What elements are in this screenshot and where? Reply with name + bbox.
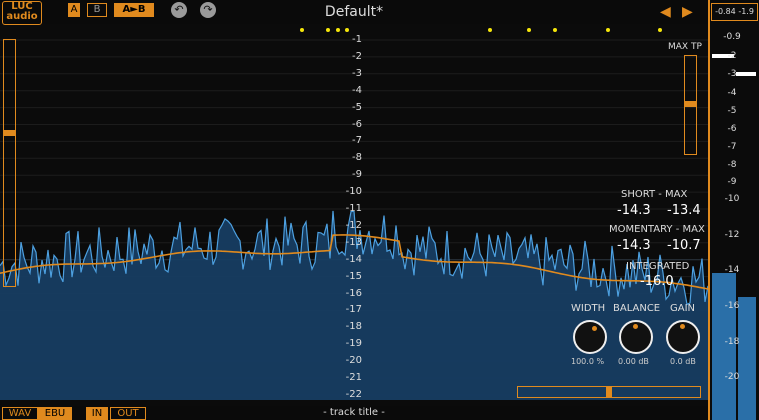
integrated-label: INTEGRATED <box>626 261 690 272</box>
momentary-loudness-line <box>0 210 708 306</box>
meter-scale-label: -6 <box>727 124 737 134</box>
peak-right-value: -1.9 <box>738 7 754 16</box>
width-value: 100.0 % <box>571 357 605 366</box>
peak-dot <box>336 28 340 32</box>
peak-hold-marker <box>712 54 734 58</box>
knob-indicator <box>592 326 597 331</box>
loudness-fill-area <box>0 210 708 400</box>
meter-scale-label: -10 <box>724 194 740 204</box>
meter-bar-left <box>712 273 736 420</box>
peak-hold-marker <box>736 72 756 76</box>
scale-label: -15 <box>345 270 362 282</box>
short-max-label: SHORT - MAX <box>621 189 688 200</box>
meter-scale-label: -0.9 <box>723 32 741 42</box>
scale-label: -6 <box>352 118 362 130</box>
meter-scale-label: -14 <box>724 265 740 275</box>
meter-scale-label: -9 <box>727 177 737 187</box>
balance-knob-label: BALANCE <box>613 303 661 314</box>
preset-a-button[interactable]: A <box>68 3 80 17</box>
scale-label: -3 <box>352 67 362 79</box>
meter-scale-label: -2 <box>727 51 737 61</box>
momentary-value: -14.3 <box>617 238 651 253</box>
gain-knob-label: GAIN <box>670 303 696 314</box>
scale-label: -14 <box>345 253 362 265</box>
width-knob-label: WIDTH <box>571 303 606 314</box>
scale-label: -19 <box>345 338 362 350</box>
short-value: -14.3 <box>617 203 651 218</box>
logo-text-top: LUC <box>11 1 33 12</box>
knob-indicator <box>633 324 638 329</box>
scale-label: -13 <box>345 236 362 248</box>
in-button[interactable]: IN <box>86 407 108 420</box>
scale-label: -20 <box>345 355 362 367</box>
peak-dot <box>326 28 330 32</box>
momentary-max-value: -10.7 <box>667 238 701 253</box>
gain-value: 0.0 dB <box>670 357 696 366</box>
integrated-value: -16.0 <box>640 274 674 289</box>
peak-dot <box>606 28 610 32</box>
bottom-bar <box>0 406 708 420</box>
short-max-value: -13.4 <box>667 203 701 218</box>
history-scroll-handle[interactable] <box>606 387 612 397</box>
scale-label: -22 <box>345 388 362 400</box>
meter-scale-label: -18 <box>724 337 740 347</box>
balance-value: 0.00 dB <box>618 357 649 366</box>
scale-label: -12 <box>345 219 362 231</box>
meter-scale-label: -5 <box>727 106 737 116</box>
scale-label: -17 <box>345 304 362 316</box>
prev-preset-icon[interactable]: ◀ <box>660 4 671 20</box>
max-tp-label: MAX TP <box>668 42 702 52</box>
short-term-loudness-line <box>0 234 708 290</box>
history-scroll-slider[interactable] <box>517 386 701 398</box>
copy-a-to-b-button[interactable]: A►B <box>114 3 154 17</box>
scale-label: -7 <box>352 135 362 147</box>
ebu-button[interactable]: EBU <box>38 407 72 420</box>
preset-b-button[interactable]: B <box>87 3 107 17</box>
balance-knob[interactable] <box>619 320 653 354</box>
preset-name[interactable]: Default* <box>324 4 384 20</box>
peak-dot <box>488 28 492 32</box>
meter-scale-label: -8 <box>727 160 737 170</box>
scale-label: -21 <box>345 372 362 383</box>
peak-dot <box>345 28 349 32</box>
meter-scale-label: -20 <box>724 372 740 382</box>
knob-indicator <box>680 324 685 329</box>
scale-label: -5 <box>352 101 362 113</box>
peak-dot <box>527 28 531 32</box>
scale-label: -1 <box>352 34 362 45</box>
peak-left-value: -0.84 <box>715 7 736 16</box>
scale-label: -8 <box>352 152 362 164</box>
meter-scale-label: -12 <box>724 230 740 240</box>
next-preset-icon[interactable]: ▶ <box>682 4 693 20</box>
luc-audio-logo: LUC audio <box>2 1 42 25</box>
scale-label: -16 <box>345 287 362 299</box>
meter-scale-label: -16 <box>724 301 740 311</box>
scale-label: -11 <box>345 203 362 214</box>
peak-dot <box>300 28 304 32</box>
track-title: - track title - <box>323 407 385 418</box>
loudness-history-graph <box>0 39 708 400</box>
undo-icon[interactable]: ↶ <box>171 2 187 18</box>
meter-scale-label: -7 <box>727 142 737 152</box>
meter-peak-readout: -0.84 -1.9 <box>711 3 758 21</box>
max-tp-slider[interactable] <box>684 55 697 155</box>
peak-dot <box>553 28 557 32</box>
logo-text-bottom: audio <box>6 11 38 22</box>
scale-label: -10 <box>345 186 362 198</box>
peak-dot <box>658 28 662 32</box>
redo-icon[interactable]: ↷ <box>200 2 216 18</box>
momentary-max-label: MOMENTARY - MAX <box>609 224 705 235</box>
meter-bar-right <box>738 297 756 420</box>
meter-scale-label: -4 <box>727 88 737 98</box>
scale-label: -2 <box>352 50 362 62</box>
gain-knob[interactable] <box>666 320 700 354</box>
max-tp-handle[interactable] <box>685 101 696 107</box>
left-level-slider[interactable] <box>3 39 16 287</box>
scale-label: -4 <box>352 84 362 96</box>
scale-label: -9 <box>352 169 362 181</box>
meter-scale-label: -3 <box>727 69 737 79</box>
scale-label: -18 <box>345 321 362 333</box>
width-knob[interactable] <box>573 320 607 354</box>
left-slider-handle[interactable] <box>4 130 15 136</box>
